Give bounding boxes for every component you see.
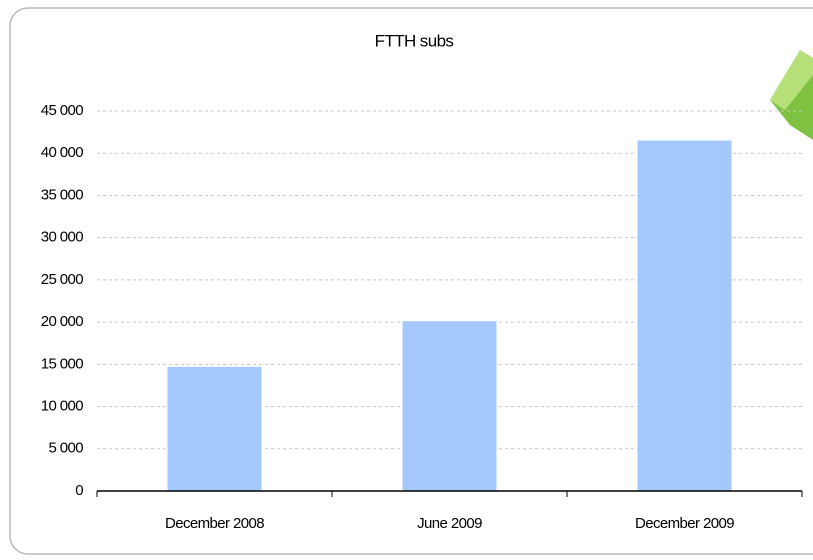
chart: FTTH subs 0 5 000 10 000 15 000 20 000 25 000… [0, 0, 813, 560]
y-tick-label: 20 000 [41, 313, 84, 330]
bar [638, 141, 732, 491]
x-tick-label: June 2009 [417, 515, 482, 532]
x-tick-label: December 2008 [165, 515, 264, 532]
y-tick-label: 15 000 [41, 355, 84, 372]
y-tick-label: 30 000 [41, 229, 84, 246]
y-tick-label: 10 000 [41, 398, 84, 415]
chart-title: FTTH subs [375, 31, 454, 50]
y-tick-label: 40 000 [41, 144, 84, 161]
y-tick-label: 35 000 [41, 186, 84, 203]
x-tick-label: December 2009 [635, 515, 734, 532]
page: FTTH subs 0 5 000 10 000 15 000 20 000 25 000… [0, 0, 813, 560]
y-tick-label: 0 [75, 482, 83, 499]
bar [403, 321, 497, 491]
y-tick-label: 45 000 [41, 102, 84, 119]
bar [168, 367, 262, 491]
y-tick-label: 5 000 [48, 440, 83, 457]
y-tick-label: 25 000 [41, 271, 84, 288]
